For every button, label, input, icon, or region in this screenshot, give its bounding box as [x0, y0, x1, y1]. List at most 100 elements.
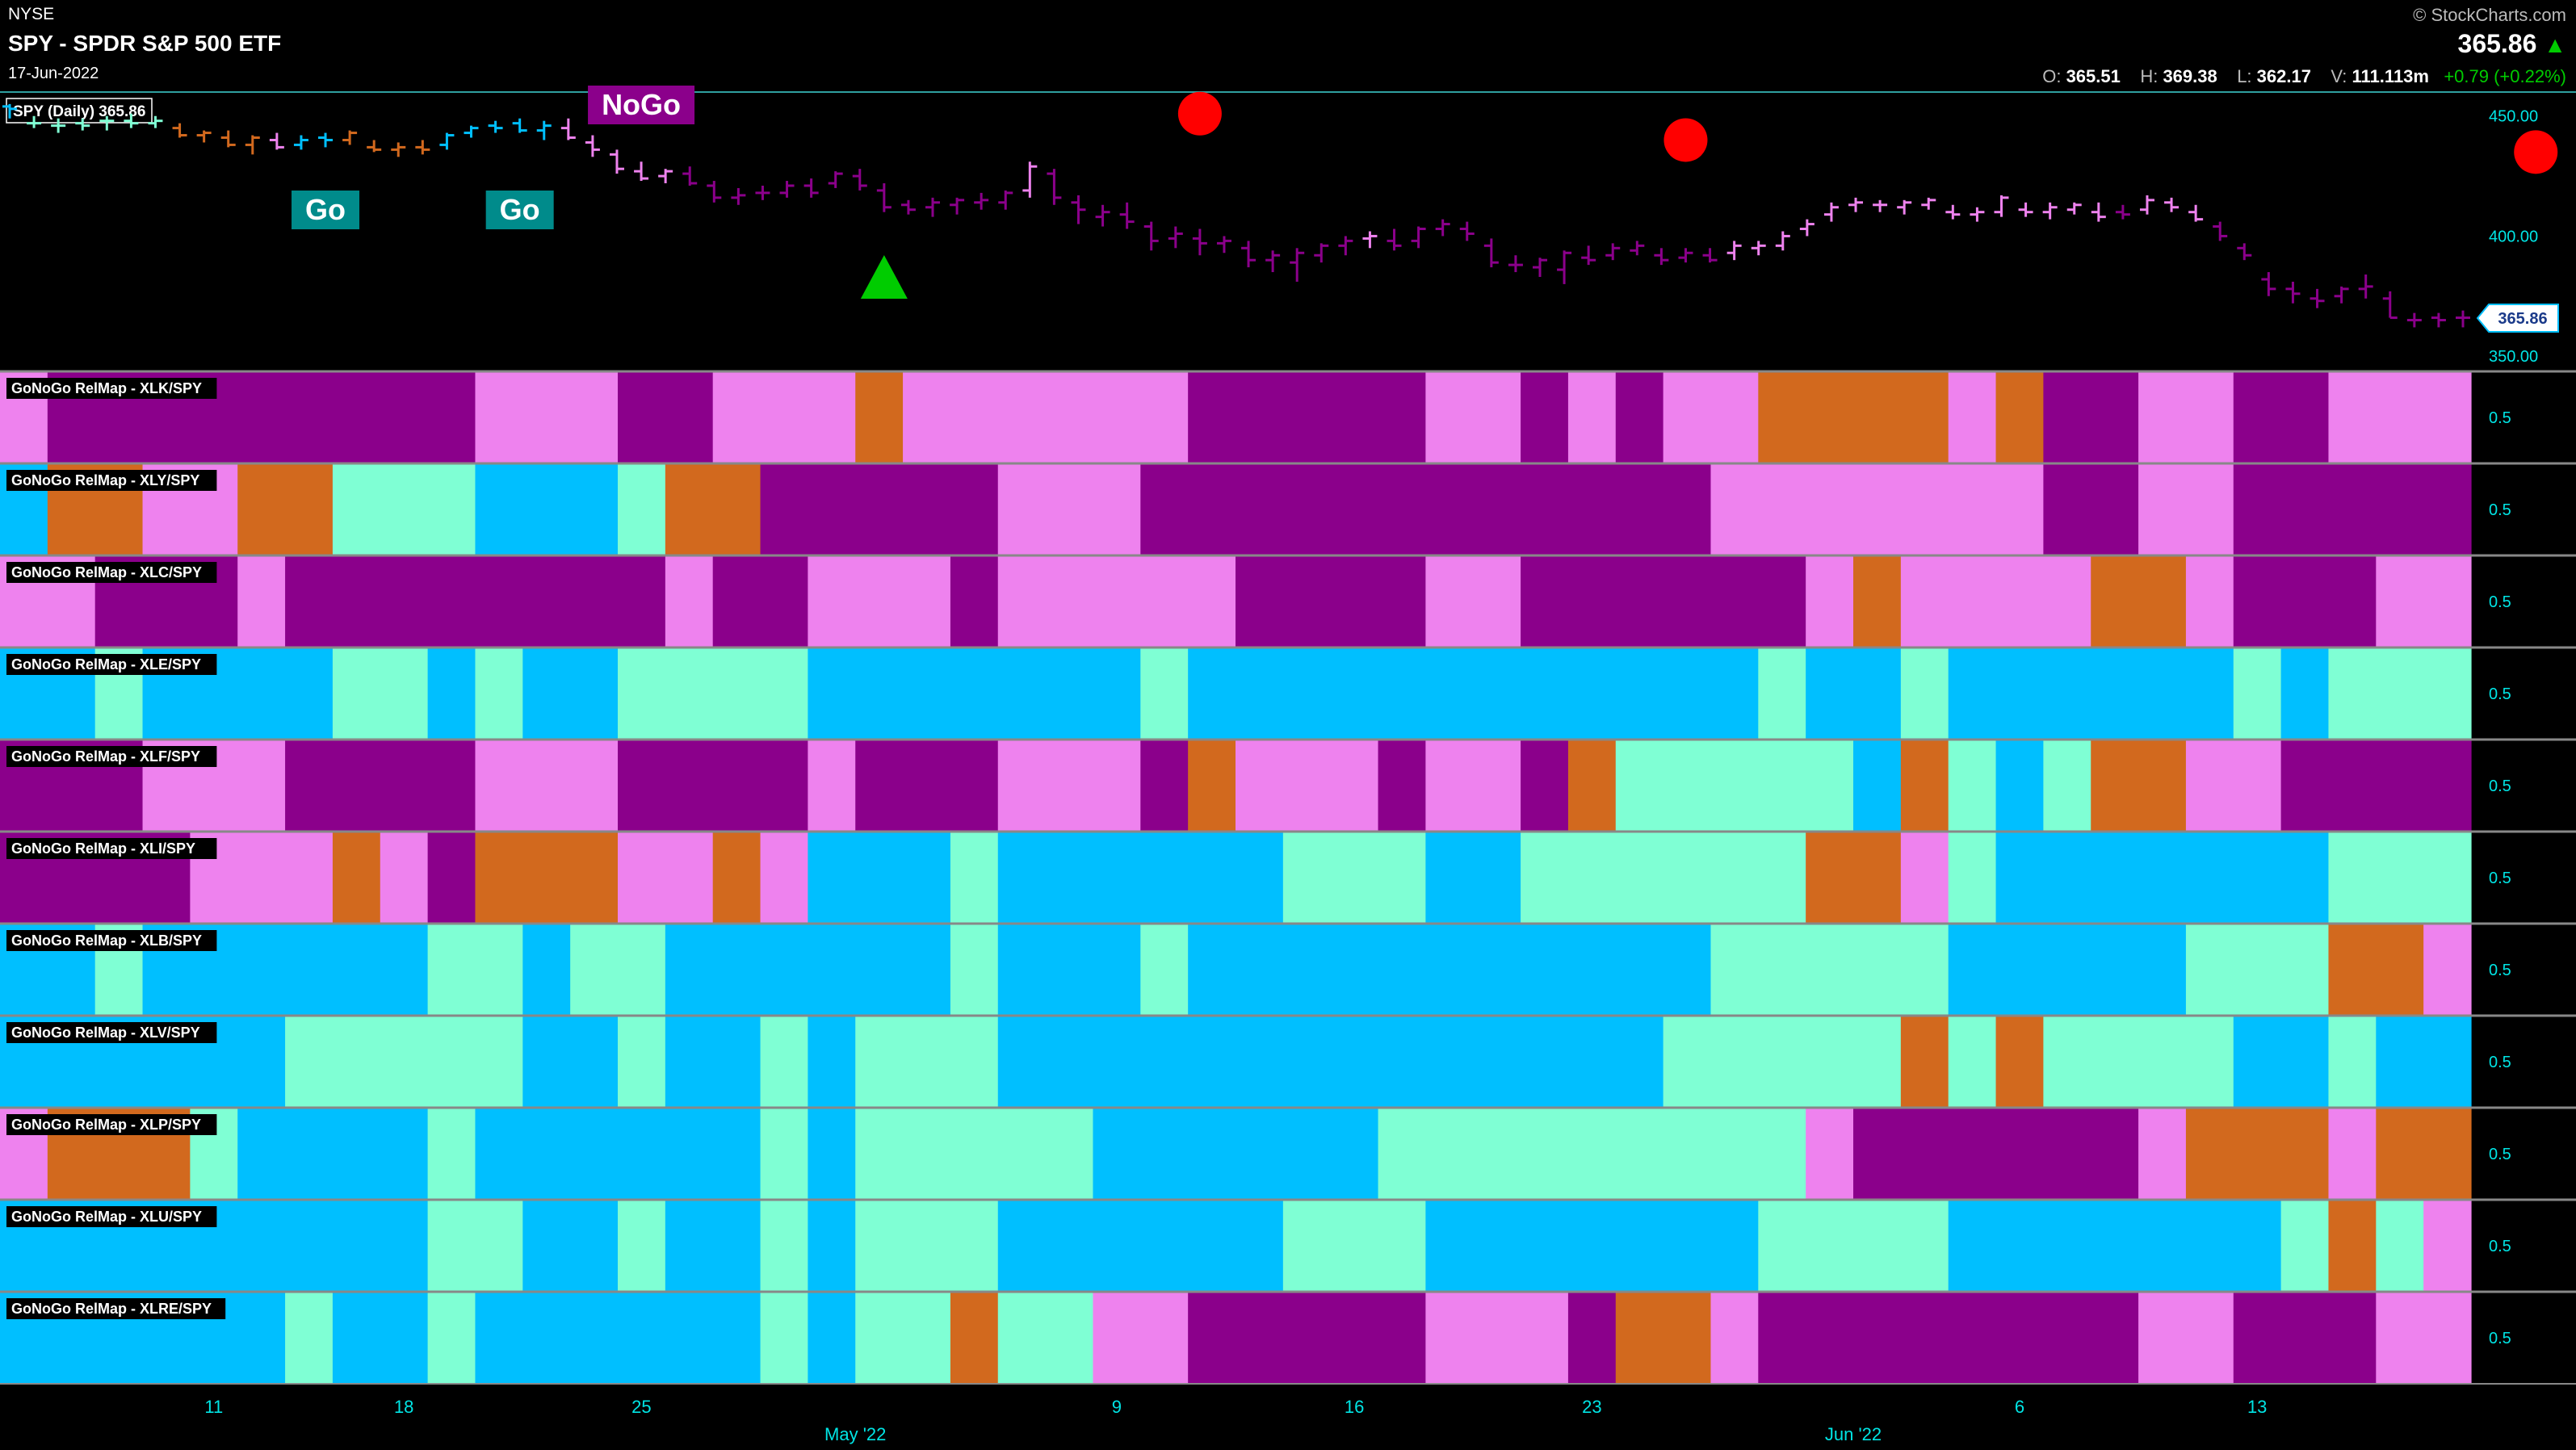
- relmap-cell: [1900, 647, 1949, 740]
- relmap-cell: [808, 1016, 856, 1108]
- x-axis-day-tick: 11: [204, 1397, 223, 1417]
- x-axis-day-tick: 18: [394, 1397, 413, 1417]
- ohlc-bar: [731, 187, 746, 205]
- relmap-axis-value: 0.5: [2489, 501, 2511, 519]
- ohlc-bar: [1411, 226, 1426, 249]
- relmap-cell: [1948, 924, 2187, 1016]
- relmap-cell: [1710, 924, 1949, 1016]
- relmap-label: GoNoGo RelMap - XLU/SPY: [11, 1209, 202, 1225]
- relmap-label-box: [6, 378, 217, 399]
- relmap-row: GoNoGo RelMap - XLRE/SPY 0.5: [0, 1290, 2576, 1384]
- relmap-cell: [1995, 832, 2330, 924]
- relmap-cell: [2185, 555, 2234, 647]
- relmap-cell: [1853, 1108, 2139, 1200]
- ohlc-bar: [2066, 202, 2082, 215]
- relmap-cell: [475, 371, 619, 463]
- relmap-cell: [2328, 371, 2472, 463]
- relmap-cell: [1140, 463, 1712, 555]
- relmap-cell: [1853, 740, 1902, 832]
- relmap-cell: [427, 647, 476, 740]
- relmap-label: GoNoGo RelMap - XLC/SPY: [11, 564, 202, 580]
- last-price-axis-label: 365.86: [2476, 303, 2559, 333]
- relmap-cell: [522, 924, 571, 1016]
- last-price-axis-text: 365.86: [2498, 310, 2547, 328]
- relmap-axis-value: 0.5: [2489, 593, 2511, 611]
- ohlc-bar: [148, 115, 163, 128]
- relmap-label: GoNoGo RelMap - XLK/SPY: [11, 380, 202, 396]
- relmap-cell: [1188, 924, 1712, 1016]
- ohlc-bar: [1581, 245, 1596, 266]
- annotation-box: [292, 191, 360, 229]
- relmap-cell: [332, 647, 429, 740]
- relmap-cell: [475, 832, 619, 924]
- ohlc-bar: [1508, 255, 1523, 273]
- relmap-cell: [427, 1108, 476, 1200]
- ohlc-bar: [2261, 272, 2276, 296]
- ohlc-bar: [1897, 199, 1912, 215]
- up-triangle-icon: ▲: [2544, 32, 2566, 57]
- relmap-cell: [1948, 1200, 2282, 1292]
- relmap-cell: [997, 740, 1141, 832]
- relmap-cell: [2233, 555, 2377, 647]
- ohlc-bar: [1459, 221, 1475, 241]
- relmap-cell: [1140, 740, 1189, 832]
- low-label: L:: [2237, 66, 2252, 86]
- relmap-cell: [332, 463, 476, 555]
- relmap-cell: [475, 1108, 761, 1200]
- ohlc-bar: [1314, 243, 1329, 263]
- ohlc-bar: [2042, 202, 2058, 220]
- relmap-cell: [1188, 740, 1236, 832]
- annotation-text: Go: [500, 193, 540, 226]
- relmap-cell: [2185, 1108, 2330, 1200]
- volume-label: V:: [2331, 66, 2347, 86]
- volume-value: 111.113m: [2352, 66, 2429, 86]
- relmap-cell: [1806, 555, 1854, 647]
- relmap-cell: [1995, 371, 2044, 463]
- ohlc-readout: O: 365.51 H: 369.38 L: 362.17 V: 111.113…: [2042, 66, 2566, 87]
- relmap-cell: [1567, 740, 1617, 832]
- relmap-cell: [950, 832, 999, 924]
- relmap-cell: [522, 1016, 619, 1108]
- relmap-row: GoNoGo RelMap - XLK/SPY 0.5: [0, 370, 2576, 463]
- price-panel: SPY (Daily) 365.86 450.00 400.00 350.00 Go Go…: [2, 86, 2559, 366]
- ohlc-bar: [342, 130, 358, 145]
- relmap-cell: [1900, 740, 1949, 832]
- ohlc-bar: [27, 115, 42, 128]
- relmap-axis-value: 0.5: [2489, 409, 2511, 427]
- relmap-cell: [855, 1292, 951, 1384]
- relmap-cell: [1900, 1016, 1949, 1108]
- ohlc-bar: [707, 181, 722, 203]
- relmap-cell: [427, 924, 523, 1016]
- ohlc-bar: [1143, 221, 1159, 251]
- y-axis-tick-label: 450.00: [2489, 108, 2538, 126]
- relmap-row: GoNoGo RelMap - XLE/SPY 0.5: [0, 646, 2576, 740]
- relmap-cell: [808, 740, 856, 832]
- relmap-cell: [1378, 740, 1426, 832]
- relmap-cell: [285, 1016, 523, 1108]
- relmap-cell: [618, 832, 714, 924]
- price-panel-title: SPY (Daily) 365.86: [13, 103, 145, 120]
- relmap-cell: [997, 1016, 1664, 1108]
- relmap-label-box: [6, 838, 217, 859]
- ohlc-bar: [1532, 258, 1547, 277]
- ohlc-bar: [634, 161, 649, 182]
- relmap-cell: [997, 1200, 1284, 1292]
- relmap-cell: [665, 1200, 761, 1292]
- relmap-cell: [1710, 463, 2044, 555]
- relmap-cell: [475, 740, 619, 832]
- relmap-cell: [855, 740, 999, 832]
- ohlc-bar: [2431, 312, 2446, 328]
- relmap-cell: [855, 1200, 999, 1292]
- relmap-cell: [2138, 371, 2234, 463]
- ohlc-bar: [1338, 236, 1353, 256]
- relmap-cell: [855, 371, 904, 463]
- relmap-cell: [618, 1016, 666, 1108]
- y-axis-tick-label: 400.00: [2489, 228, 2538, 245]
- relmap-cell: [1948, 1016, 1997, 1108]
- relmap-cell: [760, 463, 999, 555]
- ohlc-bar: [950, 197, 965, 215]
- ohlc-bar: [2188, 204, 2204, 222]
- ohlc-bar: [1654, 248, 1669, 266]
- relmap-cell: [1758, 371, 1949, 463]
